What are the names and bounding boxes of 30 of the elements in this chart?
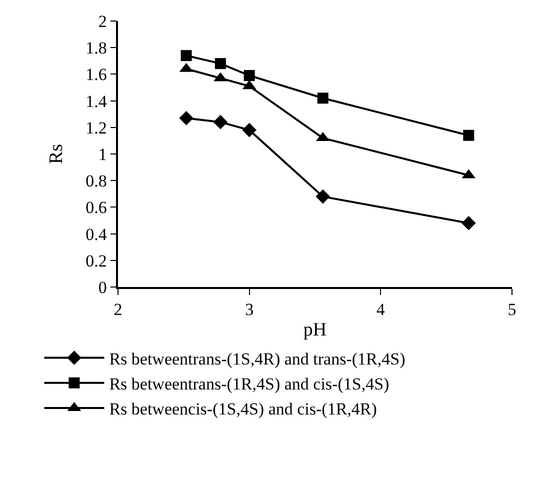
y-tick-label: 0.4	[86, 224, 108, 244]
y-tick-label: 1.2	[86, 118, 107, 138]
x-tick-label: 2	[114, 300, 122, 320]
point	[179, 110, 194, 126]
point	[462, 216, 476, 230]
point	[316, 189, 330, 204]
point	[214, 58, 226, 70]
point	[463, 130, 474, 141]
legend-label: Rs betweentrans-(1R,4S) and cis-(1S,4S)	[109, 374, 390, 394]
point	[317, 92, 328, 104]
y-tick-label: 1.6	[86, 65, 107, 84]
y-tick-label: 1	[98, 144, 107, 164]
point	[242, 122, 256, 138]
x-tick-label: 5	[508, 300, 516, 320]
y-tick-label: 0.8	[86, 172, 107, 191]
y-tick-label: 0.2	[86, 251, 107, 270]
point	[180, 50, 192, 62]
point	[213, 114, 228, 130]
y-tick-label: 1.8	[86, 38, 107, 58]
y-tick-label: 2	[98, 12, 107, 31]
point	[244, 70, 255, 82]
y-axis-title: Rs	[46, 144, 67, 164]
x-tick-label: 3	[245, 300, 254, 320]
x-tick-label: 4	[376, 300, 386, 320]
legend-label: Rs betweentrans-(1S,4R) and trans-(1R,4S)	[109, 349, 406, 368]
y-tick-label: 0	[98, 278, 107, 297]
y-tick-label: 1.4	[86, 92, 108, 111]
legend-label: Rs betweencis-(1S,4S) and cis-(1R,4R)	[109, 400, 377, 419]
x-axis-title: pH	[303, 319, 327, 340]
y-tick-label: 0.6	[86, 198, 107, 218]
